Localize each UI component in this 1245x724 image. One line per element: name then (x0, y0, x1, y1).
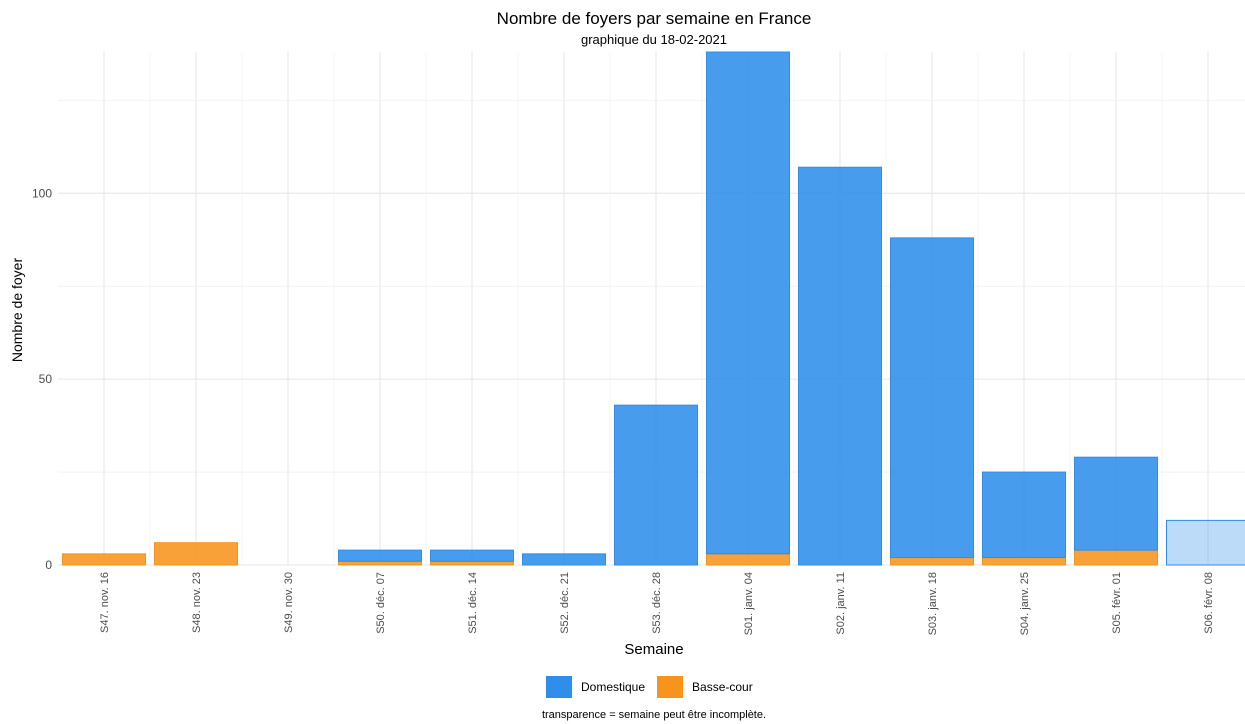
legend: Domestique Basse-cour (546, 676, 765, 698)
x-tick-label: S53. déc. 28 (651, 572, 663, 634)
x-tick-labels: S47. nov. 16 S48. nov. 23 S49. nov. 30 S50.… (99, 572, 1215, 635)
chart-caption: transparence = semaine peut être incompl… (541, 709, 767, 721)
bar-basse-cour-4 (430, 560, 514, 566)
bar-basse-cour-11 (1074, 549, 1158, 566)
bar-basse-cour-10 (982, 557, 1066, 566)
y-tick-labels: 0 50 100 (32, 186, 52, 572)
x-tick-label: S47. nov. 16 (99, 572, 111, 633)
y-tick-label: 0 (45, 558, 52, 572)
legend-item-domestique: Domestique (546, 676, 645, 698)
bar-basse-cour-1 (154, 542, 238, 566)
bar-domestique-12 (1166, 519, 1245, 566)
bar-domestique-10 (982, 471, 1066, 559)
legend-key-domestique (546, 676, 572, 698)
x-tick-label: S06. févr. 08 (1203, 572, 1215, 634)
bar-domestique-8 (798, 166, 882, 566)
bar-basse-cour-0 (62, 553, 146, 566)
x-tick-label: S05. févr. 01 (1111, 572, 1123, 634)
chart-subtitle: graphique du 18-02-2021 (580, 32, 727, 47)
x-axis-label: Semaine (624, 641, 683, 658)
bar-domestique-7 (706, 51, 790, 555)
grid-lines (58, 52, 1245, 566)
bars (62, 51, 1245, 566)
bar-basse-cour-3 (338, 560, 422, 566)
bar-basse-cour-7 (706, 553, 790, 566)
legend-item-basse-cour: Basse-cour (657, 676, 753, 698)
bar-domestique-6 (614, 404, 698, 566)
y-tick-label: 100 (32, 186, 52, 200)
bar-domestique-4 (430, 549, 514, 562)
bar-domestique-3 (338, 549, 422, 562)
x-tick-label: S04. janv. 25 (1019, 572, 1031, 635)
x-tick-label: S51. déc. 14 (467, 572, 479, 634)
x-tick-label: S48. nov. 23 (191, 572, 203, 633)
x-tick-label: S52. déc. 21 (559, 572, 571, 634)
y-axis-label: Nombre de foyer (9, 258, 25, 363)
x-tick-label: S02. janv. 11 (835, 572, 847, 635)
y-tick-label: 50 (39, 372, 53, 386)
bar-domestique-11 (1074, 456, 1158, 551)
legend-label-domestique: Domestique (581, 680, 646, 694)
x-tick-label: S50. déc. 07 (375, 572, 387, 634)
chart-title: Nombre de foyers par semaine en France (496, 9, 812, 28)
x-tick-label: S03. janv. 18 (927, 572, 939, 635)
bar-basse-cour-9 (890, 557, 974, 566)
x-tick-label: S49. nov. 30 (283, 572, 295, 633)
x-tick-label: S01. janv. 04 (743, 572, 755, 635)
legend-label-basse-cour: Basse-cour (692, 680, 753, 694)
legend-key-basse-cour (657, 676, 684, 698)
bar-domestique-9 (890, 237, 974, 559)
bar-domestique-5 (522, 553, 606, 566)
